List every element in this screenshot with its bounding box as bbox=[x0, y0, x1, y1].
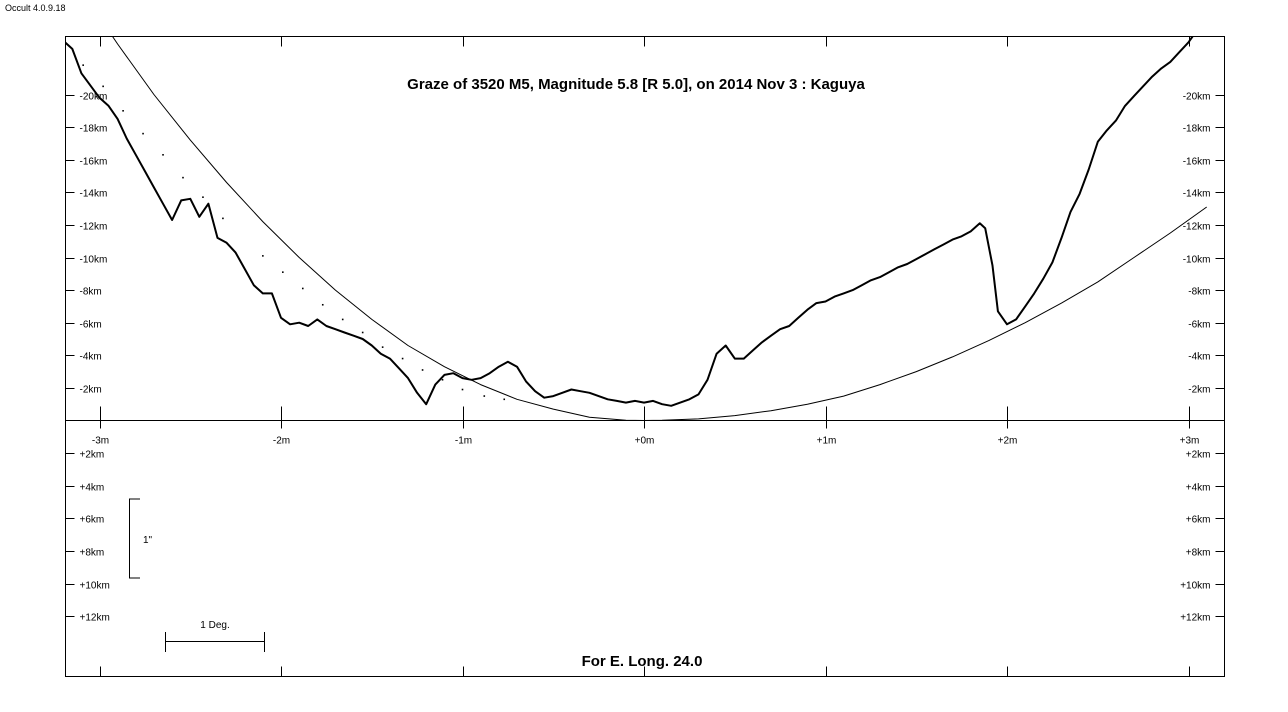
limb-dot bbox=[483, 395, 486, 397]
y-tick-label-right: +8km bbox=[1186, 548, 1211, 559]
x-tick-label: +0m bbox=[635, 436, 655, 447]
limb-dot bbox=[461, 388, 464, 391]
limb-dot bbox=[441, 378, 444, 381]
limb-profile-line bbox=[65, 36, 1194, 407]
y-tick-label-left: +4km bbox=[80, 483, 105, 494]
degree-scale-bar bbox=[165, 632, 265, 652]
limb-dot bbox=[222, 217, 224, 220]
limb-dot bbox=[282, 271, 284, 273]
app-title: Occult 4.0.9.18 bbox=[5, 3, 66, 13]
y-tick-label-left: +2km bbox=[80, 450, 105, 461]
x-tick-label: +1m bbox=[817, 436, 837, 447]
arcsec-scale-label: 1" bbox=[143, 535, 153, 546]
limb-dot bbox=[122, 110, 124, 112]
y-tick-label-left: -14km bbox=[80, 189, 108, 200]
y-tick-label-right: +4km bbox=[1186, 483, 1211, 494]
y-tick-label-left: +12km bbox=[80, 613, 110, 624]
limb-dot bbox=[503, 398, 506, 401]
limb-dot bbox=[82, 64, 84, 66]
y-tick-label-right: -16km bbox=[1183, 157, 1211, 168]
y-tick-label-left: +6km bbox=[80, 515, 105, 526]
x-tick-label: -3m bbox=[92, 436, 109, 447]
limb-dot bbox=[182, 176, 184, 179]
y-tick-label-right: -18km bbox=[1183, 124, 1211, 135]
x-tick-label: -1m bbox=[455, 436, 472, 447]
y-tick-label-left: -16km bbox=[80, 157, 108, 168]
limb-dot bbox=[301, 287, 304, 290]
chart-footer: For E. Long. 24.0 bbox=[582, 653, 703, 670]
y-tick-label-right: +6km bbox=[1186, 515, 1211, 526]
y-tick-label-right: -8km bbox=[1188, 287, 1210, 298]
y-tick-label-left: -4km bbox=[80, 352, 102, 363]
y-tick-label-right: -20km bbox=[1183, 92, 1211, 103]
y-tick-label-right: -14km bbox=[1183, 189, 1211, 200]
limb-dot bbox=[321, 303, 324, 306]
arcsec-scale-bracket bbox=[129, 498, 140, 579]
plot-frame bbox=[65, 36, 1225, 677]
limb-dot bbox=[202, 196, 204, 198]
y-tick-label-right: -10km bbox=[1183, 255, 1211, 266]
y-tick-label-left: -8km bbox=[80, 287, 102, 298]
limb-dot bbox=[162, 154, 164, 156]
limb-dot bbox=[142, 132, 144, 135]
limb-dot bbox=[262, 255, 264, 257]
y-tick-label-left: -6km bbox=[80, 320, 102, 331]
limb-dot bbox=[361, 331, 364, 334]
limb-dot bbox=[401, 357, 404, 360]
limb-dot bbox=[102, 85, 104, 88]
x-tick-label: -2m bbox=[273, 436, 290, 447]
limb-dot bbox=[381, 346, 384, 348]
y-tick-label-left: +10km bbox=[80, 581, 110, 592]
axis-ticks: -3m -2m -1m +0m +1m +2m +3m -20km -20km -18km -18k… bbox=[65, 36, 1225, 677]
y-tick-label-left: -18km bbox=[80, 124, 108, 135]
y-tick-label-right: -4km bbox=[1188, 352, 1210, 363]
series-group bbox=[65, 36, 1207, 421]
y-tick-label-right: -12km bbox=[1183, 222, 1211, 233]
chart-title: Graze of 3520 M5, Magnitude 5.8 [R 5.0],… bbox=[407, 76, 865, 93]
y-tick-label-left: -2km bbox=[80, 385, 102, 396]
y-tick-label-right: -6km bbox=[1188, 320, 1210, 331]
x-tick-label: +2m bbox=[998, 436, 1018, 447]
limb-dot bbox=[341, 318, 344, 321]
y-tick-label-left: -10km bbox=[80, 255, 108, 266]
limb-dot bbox=[421, 369, 424, 371]
y-tick-label-left: +8km bbox=[80, 548, 105, 559]
observer-path-curve bbox=[111, 36, 1207, 421]
y-tick-label-left: -20km bbox=[80, 92, 108, 103]
degree-scale-label: 1 Deg. bbox=[200, 620, 229, 631]
y-tick-label-right: +2km bbox=[1186, 450, 1211, 461]
y-tick-label-right: -2km bbox=[1188, 385, 1210, 396]
y-tick-label-left: -12km bbox=[80, 222, 108, 233]
x-tick-label: +3m bbox=[1180, 436, 1200, 447]
y-tick-label-right: +10km bbox=[1180, 581, 1210, 592]
y-tick-label-right: +12km bbox=[1180, 613, 1210, 624]
